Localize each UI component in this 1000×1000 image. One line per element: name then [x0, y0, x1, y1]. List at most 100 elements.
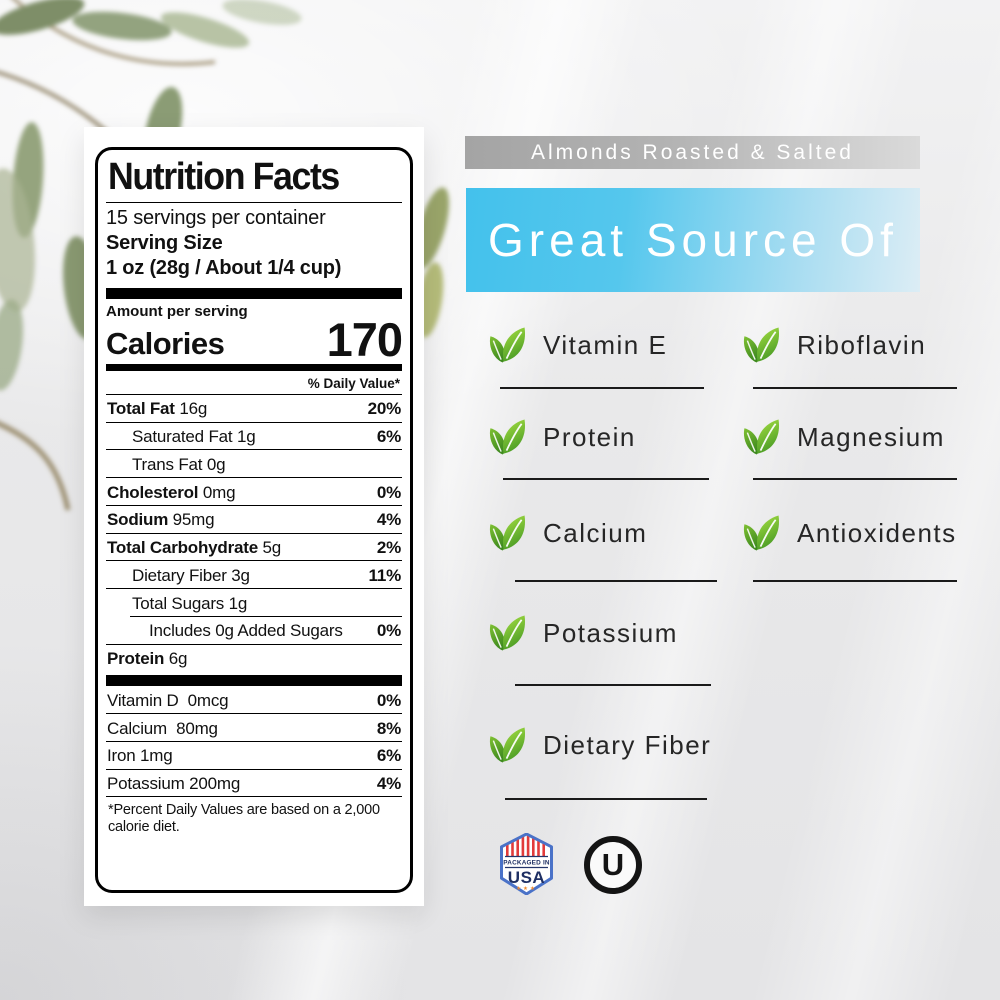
product-title-bar: Almonds Roasted & Salted: [465, 136, 920, 169]
row-amount: 200mg: [189, 774, 241, 794]
leaf-icon: [742, 325, 781, 365]
row-name: Total Carbohydrate: [107, 538, 258, 558]
calories-label: Calories: [106, 325, 225, 361]
usa-badge-line1: PACKAGED IN: [503, 860, 550, 867]
table-row: Sodium 95mg 4%: [106, 506, 402, 534]
leaf-icon: [742, 417, 781, 457]
kosher-ou-icon: U: [584, 836, 642, 894]
nutrient-item-vitamin-e: Vitamin E: [488, 325, 667, 365]
serving-size-label: Serving Size: [106, 232, 223, 255]
row-amount: 1g: [236, 427, 256, 447]
row-amount: 1g: [228, 593, 248, 613]
servings-per-container: 15 servings per container: [106, 207, 326, 229]
row-dv: 6%: [376, 746, 401, 766]
sub-rule-wrap: Total Sugars 1g: [130, 589, 402, 617]
usa-badge-line2: USA: [508, 868, 545, 887]
banner-title: Great Source Of: [488, 214, 898, 266]
nutrient-underline: [753, 580, 957, 582]
row-dv: 0%: [376, 690, 401, 710]
table-row: Dietary Fiber 3g 11%: [106, 561, 402, 590]
nutrient-item-antioxidents: Antioxidents: [742, 513, 957, 553]
usa-badge-stars: ★★★: [516, 885, 537, 892]
thick-divider: [106, 675, 402, 687]
nutrition-facts-title: Nutrition Facts: [108, 156, 340, 198]
row-amount: 0g: [206, 454, 226, 474]
row-amount: 0mcg: [187, 690, 229, 710]
row-name: Trans Fat: [132, 454, 203, 474]
row-amount: 16g: [179, 399, 208, 419]
nutrient-item-calcium: Calcium: [488, 513, 647, 553]
divider: [106, 202, 402, 203]
leaf-icon: [742, 513, 781, 553]
packaged-in-usa-badge: PACKAGED IN USA ★★★: [499, 832, 554, 900]
table-row: Iron 1mg 6%: [106, 742, 402, 770]
row-dv: 11%: [368, 565, 402, 585]
row-name: Vitamin D: [107, 690, 179, 710]
leaf-icon: [488, 417, 527, 457]
row-dv: 4%: [376, 510, 401, 530]
row-name: Includes 0g Added Sugars: [149, 621, 343, 641]
row-amount: 95mg: [172, 510, 215, 530]
table-row: Total Sugars 1g: [130, 589, 402, 617]
nutrient-underline: [515, 684, 711, 686]
nutrient-underline: [753, 387, 957, 389]
nutrition-facts-border: Nutrition Facts 15 servings per containe…: [95, 147, 413, 893]
great-source-of-banner: Great Source Of: [466, 188, 920, 292]
nutrient-label: Vitamin E: [543, 329, 668, 360]
row-name: Saturated Fat: [132, 427, 233, 447]
row-dv: 20%: [367, 399, 402, 419]
row-amount: 0mg: [202, 482, 236, 502]
calories-row: Calories 170: [106, 312, 403, 366]
table-row: Includes 0g Added Sugars 0%: [106, 617, 402, 645]
daily-value-header: % Daily Value*: [106, 372, 402, 395]
row-name: Total Fat: [107, 399, 175, 419]
row-dv: 8%: [376, 718, 401, 738]
row-dv: 4%: [376, 774, 401, 794]
row-name: Calcium: [107, 718, 168, 738]
product-title: Almonds Roasted & Salted: [531, 140, 854, 164]
table-row: Total Carbohydrate 5g 2%: [106, 534, 402, 562]
nutrient-underline: [500, 387, 704, 389]
nutrition-facts-card: Nutrition Facts 15 servings per containe…: [84, 127, 424, 906]
nutrient-item-dietary-fiber: Dietary Fiber: [488, 725, 711, 765]
row-name: Cholesterol: [107, 482, 199, 502]
row-dv: 2%: [376, 538, 401, 558]
nutrient-item-protein: Protein: [488, 417, 636, 457]
row-name: Dietary Fiber: [132, 565, 227, 585]
row-dv: 0%: [376, 482, 401, 502]
row-dv: 0%: [376, 621, 401, 641]
row-amount: 3g: [231, 565, 250, 585]
table-row: Potassium 200mg 4%: [106, 770, 402, 798]
row-dv: 6%: [376, 427, 401, 447]
nutrient-underline: [753, 478, 957, 480]
nutrient-underline: [503, 478, 709, 480]
row-amount: 6g: [168, 649, 188, 669]
nutrient-label: Magnesium: [797, 421, 945, 452]
table-row: Cholesterol 0mg 0%: [106, 478, 402, 506]
serving-size-value: 1 oz (28g / About 1/4 cup): [106, 257, 342, 280]
nutrient-label: Antioxidents: [797, 517, 957, 548]
nutrient-item-potassium: Potassium: [488, 613, 678, 653]
table-row: Protein 6g: [106, 645, 402, 672]
row-amount: 80mg: [176, 718, 218, 738]
leaf-icon: [488, 725, 527, 765]
leaf-icon: [488, 513, 527, 553]
row-name: Potassium: [107, 774, 185, 794]
nutrient-underline: [505, 798, 707, 800]
nutrient-item-magnesium: Magnesium: [742, 417, 945, 457]
table-row: Total Fat 16g 20%: [106, 395, 402, 423]
nutrient-label: Potassium: [543, 617, 678, 648]
nutrient-label: Protein: [543, 421, 636, 452]
nutrient-label: Dietary Fiber: [543, 729, 712, 760]
row-amount: 1mg: [140, 746, 173, 766]
row-name: Sodium: [107, 510, 169, 530]
leaf-icon: [488, 613, 527, 653]
table-row: Trans Fat 0g: [106, 450, 402, 479]
kosher-symbol-letter: U: [601, 846, 625, 882]
calories-value: 170: [326, 312, 403, 366]
nutrient-label: Calcium: [543, 517, 648, 548]
nutrient-underline: [515, 580, 717, 582]
nutrient-label: Riboflavin: [797, 329, 927, 360]
row-name: Protein: [107, 649, 165, 669]
thick-divider: [106, 287, 402, 299]
